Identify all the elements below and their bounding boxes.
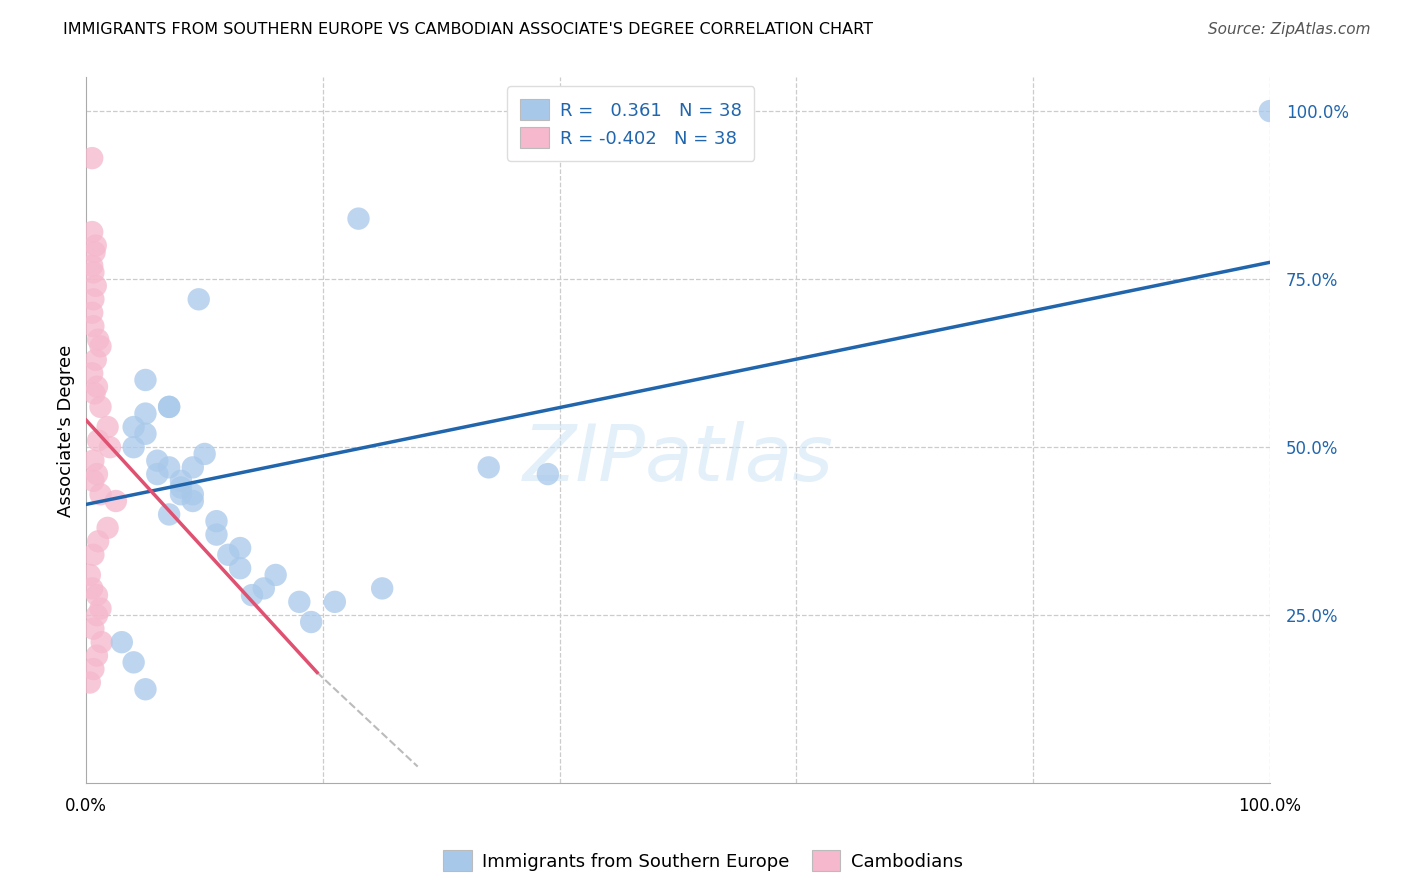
Point (122, 440, 145, 454)
Point (90, 635, 112, 649)
Text: ZIPatlas: ZIPatlas (523, 421, 834, 497)
Text: IMMIGRANTS FROM SOUTHERN EUROPE VS CAMBODIAN ASSOCIATE'S DEGREE CORRELATION CHAR: IMMIGRANTS FROM SOUTHERN EUROPE VS CAMBO… (63, 22, 873, 37)
Point (79, 568, 101, 582)
Point (82, 259, 104, 273)
Point (82, 293, 104, 307)
Legend: R =   0.361   N = 38, R = -0.402   N = 38: R = 0.361 N = 38, R = -0.402 N = 38 (508, 87, 754, 161)
Point (89, 339, 111, 353)
Point (82, 622, 104, 636)
Point (79, 675, 101, 690)
Point (82, 453, 104, 467)
Point (87, 434, 110, 448)
Point (82, 306, 104, 320)
Point (82, 265, 104, 279)
Point (89, 487, 111, 501)
Y-axis label: Associate's Degree: Associate's Degree (58, 344, 75, 516)
Point (89, 400, 111, 414)
Point (87, 534, 110, 549)
Point (1258, 104, 1281, 119)
Point (157, 400, 180, 414)
Point (187, 293, 209, 307)
Point (82, 319, 104, 334)
Point (288, 595, 311, 609)
Point (229, 541, 252, 555)
Point (134, 373, 156, 387)
Point (82, 366, 104, 380)
Point (97, 521, 120, 535)
Point (157, 400, 180, 414)
Point (86, 588, 108, 602)
Point (194, 447, 217, 461)
Point (134, 407, 156, 421)
Point (157, 508, 180, 522)
Point (111, 635, 134, 649)
Point (84, 352, 107, 367)
Point (89, 601, 111, 615)
Point (83, 245, 105, 260)
Point (87, 333, 110, 347)
Point (104, 494, 127, 508)
Point (181, 487, 204, 501)
Point (97, 420, 120, 434)
Point (84, 278, 107, 293)
Point (146, 467, 169, 482)
Point (217, 548, 239, 562)
Point (478, 460, 501, 475)
Point (82, 582, 104, 596)
Point (181, 494, 204, 508)
Point (157, 460, 180, 475)
Point (170, 474, 193, 488)
Point (371, 582, 394, 596)
Point (86, 380, 108, 394)
Point (86, 608, 108, 623)
Point (98, 440, 121, 454)
Point (82, 548, 104, 562)
Point (83, 386, 105, 401)
Point (229, 561, 252, 575)
Point (82, 474, 104, 488)
Point (323, 595, 346, 609)
Text: Source: ZipAtlas.com: Source: ZipAtlas.com (1208, 22, 1371, 37)
Point (86, 648, 108, 663)
Point (170, 487, 193, 501)
Point (82, 225, 104, 239)
Point (253, 582, 276, 596)
Point (134, 426, 156, 441)
Point (82, 151, 104, 165)
Point (146, 453, 169, 467)
Point (122, 420, 145, 434)
Point (240, 588, 263, 602)
Point (205, 527, 228, 541)
Point (170, 481, 193, 495)
Legend: Immigrants from Southern Europe, Cambodians: Immigrants from Southern Europe, Cambodi… (436, 843, 970, 879)
Point (86, 467, 108, 482)
Point (84, 238, 107, 252)
Point (299, 615, 322, 629)
Point (205, 514, 228, 528)
Point (82, 662, 104, 676)
Point (264, 568, 287, 582)
Point (134, 682, 156, 697)
Point (347, 211, 370, 226)
Point (122, 656, 145, 670)
Point (537, 467, 560, 482)
Point (181, 460, 204, 475)
